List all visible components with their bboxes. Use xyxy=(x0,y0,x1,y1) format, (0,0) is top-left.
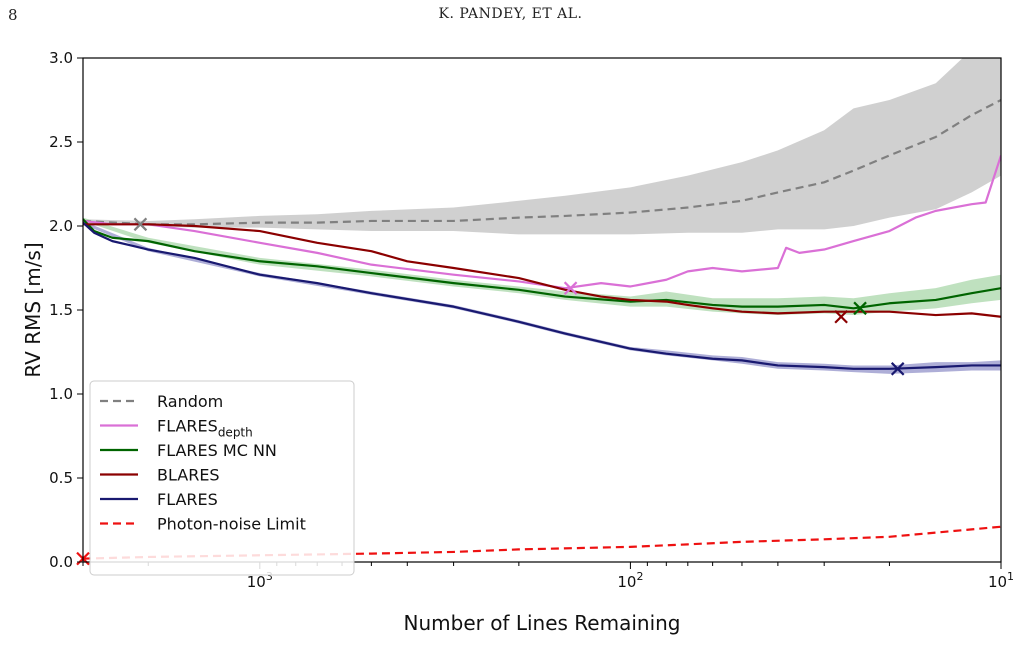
flares-depth-line xyxy=(83,155,1001,290)
legend-item-flares-mc-nn: FLARES MC NN xyxy=(100,441,277,460)
legend-item-blares: BLARES xyxy=(100,466,220,485)
legend-box xyxy=(89,380,355,576)
x-tick-label: 102 xyxy=(617,570,643,591)
blares-marker xyxy=(834,309,848,324)
legend-label: Photon-noise Limit xyxy=(157,515,306,534)
flares-depth-marker xyxy=(563,281,578,295)
legend-item-flares: FLARES xyxy=(100,490,218,509)
blares-line xyxy=(83,223,1001,318)
legend-item-random: Random xyxy=(100,392,223,411)
confidence-bands xyxy=(83,58,1001,374)
flares-mc-nn-line xyxy=(83,218,1001,310)
legend-label: FLARES MC NN xyxy=(157,441,277,460)
y-tick-label: 1.5 xyxy=(49,301,73,319)
y-tick-label: 2.0 xyxy=(49,217,73,235)
y-tick-label: 2.5 xyxy=(49,133,73,151)
x-axis-label: Number of Lines Remaining xyxy=(404,611,681,635)
page-number: 8 xyxy=(8,6,18,24)
legend-label: FLARESdepth xyxy=(157,417,253,440)
y-tick-label: 0.5 xyxy=(49,469,73,487)
x-tick-label: 103 xyxy=(247,570,273,591)
x-tick-label: 101 xyxy=(988,570,1014,591)
y-tick-label: 1.0 xyxy=(49,385,73,403)
legend-label: BLARES xyxy=(157,466,220,485)
y-tick-label: 3.0 xyxy=(49,49,73,67)
y-tick-label: 0.0 xyxy=(49,553,73,571)
legend-item-flares-depth: FLARESdepth xyxy=(100,417,253,440)
random-line xyxy=(83,99,1001,226)
legend-label: Random xyxy=(157,392,223,411)
flares-line xyxy=(83,221,1001,370)
y-axis-ticks: 0.0 0.5 1.0 1.5 2.0 2.5 3.0 xyxy=(49,49,83,571)
flares-mc-nn-band xyxy=(83,217,1001,316)
random-band xyxy=(83,58,1001,235)
legend-item-photon-noise-limit: Photon-noise Limit xyxy=(100,515,306,534)
random-marker xyxy=(133,217,148,232)
flares-mc-nn-marker xyxy=(853,301,867,316)
x-axis-ticks: 103 102 101 xyxy=(82,562,1014,591)
series-lines xyxy=(83,99,1001,560)
running-head: K. PANDEY, ET AL. xyxy=(438,6,583,22)
y-axis-label: RV RMS [m/s] xyxy=(21,242,45,377)
flares-marker xyxy=(890,362,905,376)
series-markers xyxy=(76,217,905,566)
legend-label: FLARES xyxy=(157,490,218,509)
